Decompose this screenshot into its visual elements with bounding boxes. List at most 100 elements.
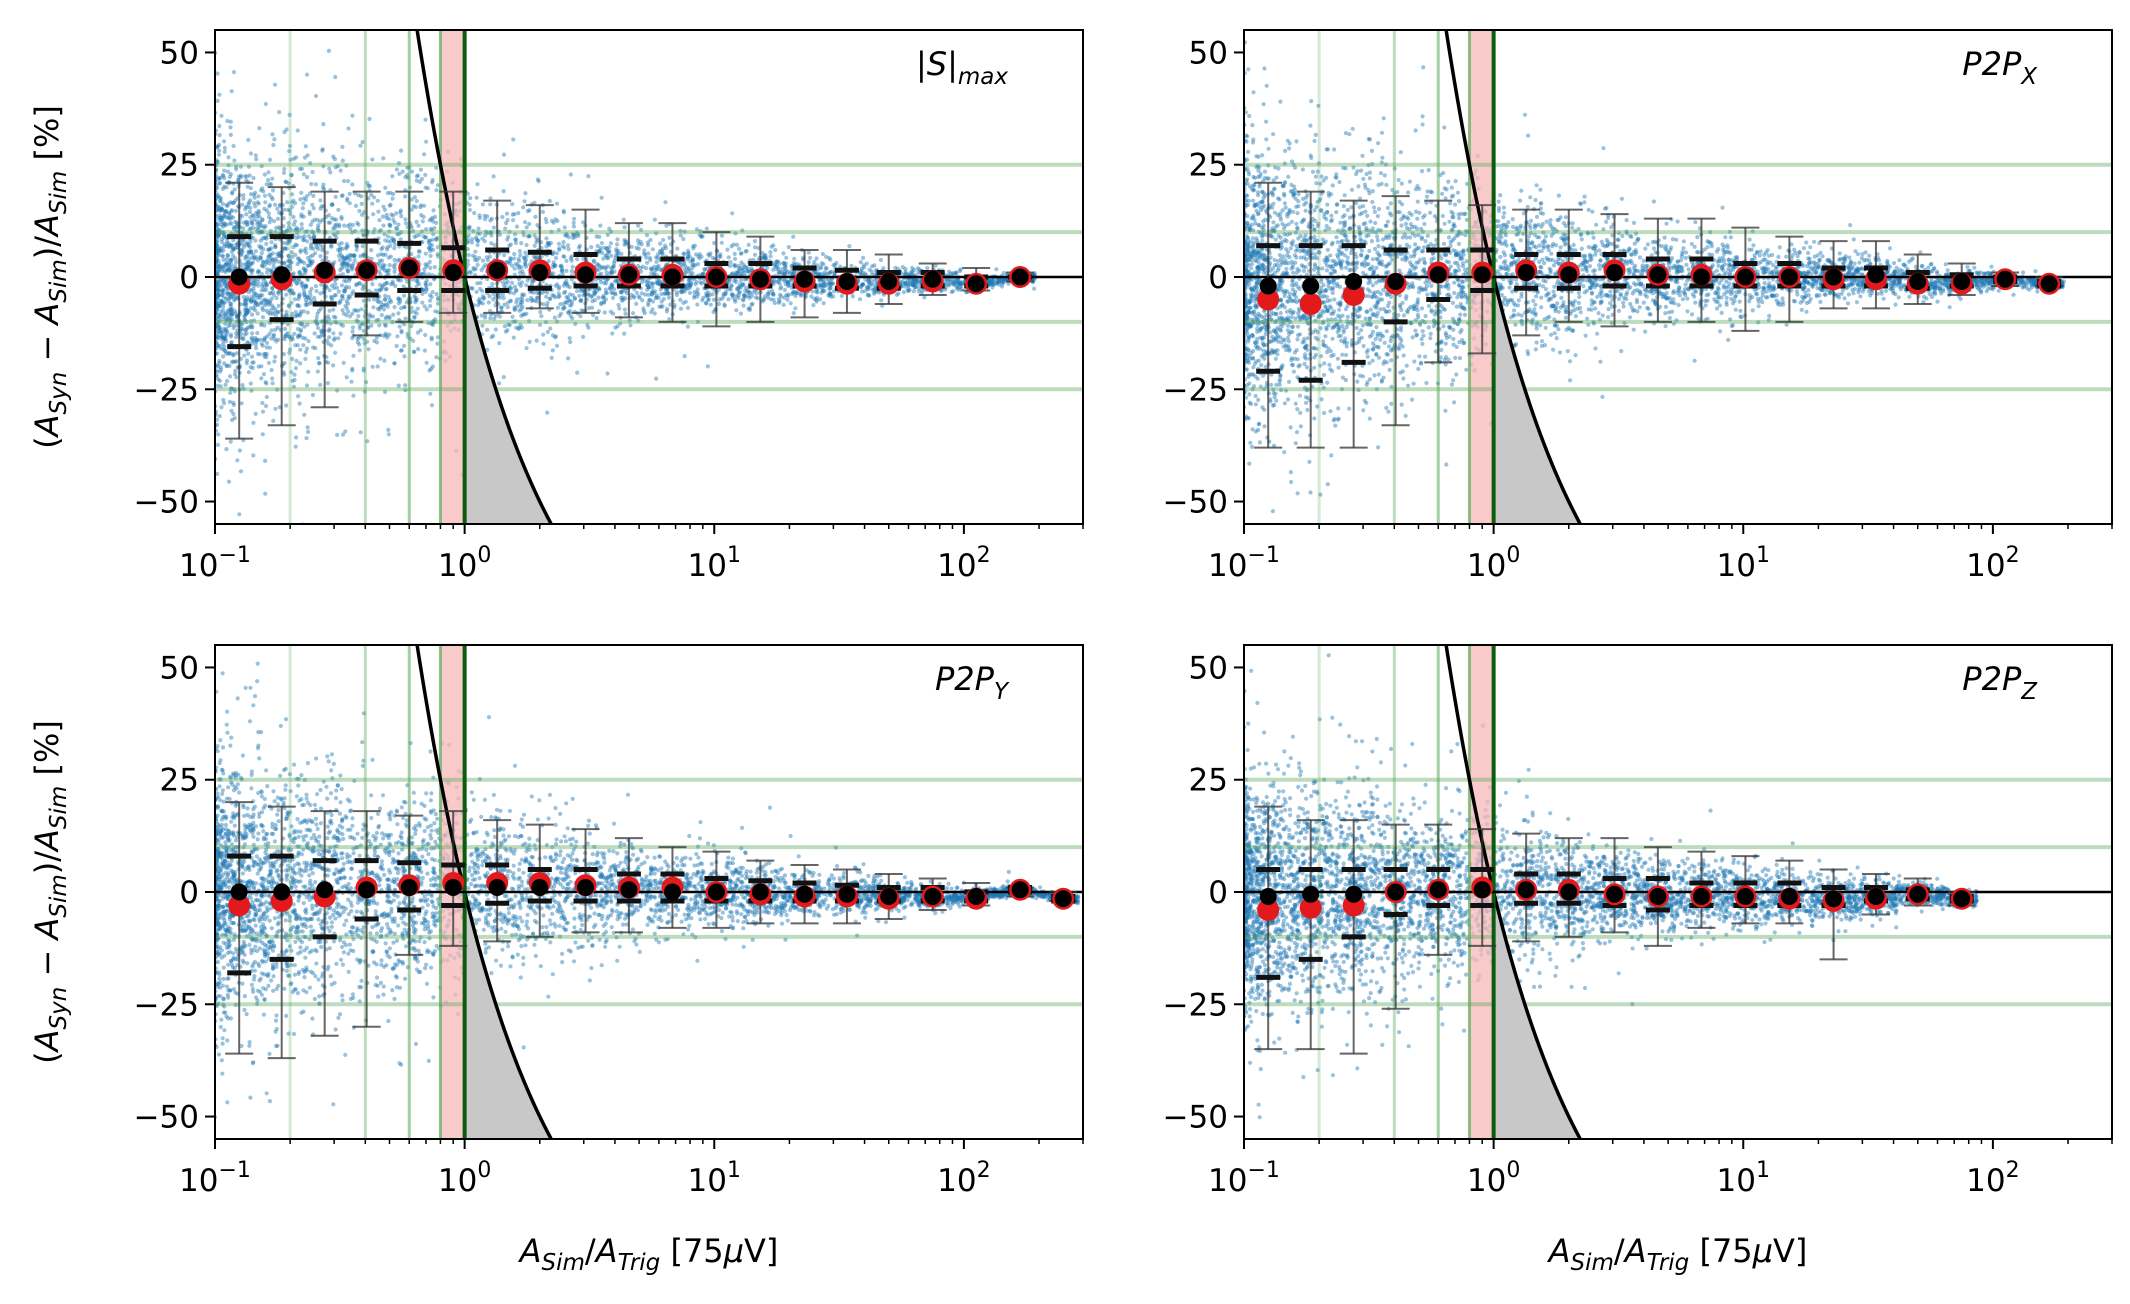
scatter-point [316,223,321,228]
scatter-point [300,226,305,231]
scatter-point [956,277,961,282]
scatter-point [231,400,236,405]
scatter-point [293,343,298,348]
scatter-point [678,289,683,294]
scatter-point [262,172,267,177]
scatter-point [946,283,951,288]
scatter-point [568,292,573,297]
scatter-point [811,303,816,308]
scatter-point [315,369,320,374]
scatter-point [282,260,287,265]
scatter-point [215,344,220,349]
scatter-point [784,293,789,298]
scatter-point [861,263,866,268]
scatter-point [781,302,786,307]
scatter-point [545,290,550,295]
scatter-point [660,252,665,257]
scatter-point [578,314,583,319]
scatter-point [339,214,344,220]
scatter-point [312,217,317,222]
scatter-point [604,253,609,258]
scatter-point [335,285,340,290]
scatter-point [228,200,233,205]
scatter-point [770,288,775,293]
scatter-point [304,72,310,77]
scatter-point [315,217,320,222]
scatter-point [260,315,266,320]
scatter-point [361,298,366,303]
scatter-point [519,300,525,305]
scatter-point [253,299,258,304]
scatter-point [510,218,516,223]
scatter-point [737,263,742,269]
scatter-point [221,304,226,309]
scatter-point [232,264,237,269]
scatter-point [991,277,996,282]
scatter-point [243,256,248,261]
scatter-point [310,392,315,398]
scatter-point [291,214,296,220]
scatter-point [392,220,397,225]
scatter-point [377,218,382,223]
scatter-point [656,278,662,283]
scatter-point [216,324,221,329]
scatter-point [503,281,509,286]
scatter-point [228,334,234,339]
scatter-point [354,283,359,288]
scatter-point [594,289,599,294]
scatter-point [255,214,260,219]
scatter-point [487,254,492,259]
scatter-point [301,238,306,243]
scatter-point [286,303,292,308]
scatter-point [717,297,722,302]
scatter-point [303,144,308,149]
scatter-point [839,293,844,299]
scatter-point [298,10,302,14]
scatter-point [433,309,438,314]
scatter-point [331,331,336,336]
scatter-point [612,287,617,292]
scatter-point [917,279,922,284]
scatter-point [867,293,872,298]
scatter-point [341,360,346,365]
scatter-point [218,196,223,201]
scatter-point [215,208,220,213]
scatter-point [225,118,230,124]
scatter-point [369,248,374,253]
scatter-point [778,277,783,282]
scatter-point [333,320,338,325]
scatter-point [320,148,325,153]
scatter-point [340,262,345,267]
scatter-point [621,297,626,302]
scatter-point [282,337,287,342]
scatter-point [504,221,509,226]
scatter-point [863,288,868,294]
scatter-point [339,193,344,199]
scatter-point [906,283,911,288]
scatter-point [219,215,224,220]
scatter-point [615,237,620,242]
scatter-point [868,283,873,288]
scatter-point [661,237,666,243]
scatter-point [389,299,394,304]
scatter-point [474,258,480,263]
scatter-point [561,254,566,259]
scatter-point [860,289,865,294]
scatter-point [821,282,826,288]
scatter-point [264,394,269,400]
scatter-point [344,284,349,289]
scatter-point [339,266,344,271]
scatter-point [246,351,251,356]
scatter-point [737,284,742,289]
scatter-point [611,264,616,270]
scatter-point [564,278,569,283]
scatter-point [728,260,733,265]
scatter-point [350,336,355,341]
scatter-point [572,235,578,240]
scatter-point [477,213,482,218]
scatter-point [508,298,513,303]
scatter-point [697,256,702,261]
scatter-point [342,261,347,266]
scatter-point [255,200,260,205]
scatter-point [522,255,527,260]
